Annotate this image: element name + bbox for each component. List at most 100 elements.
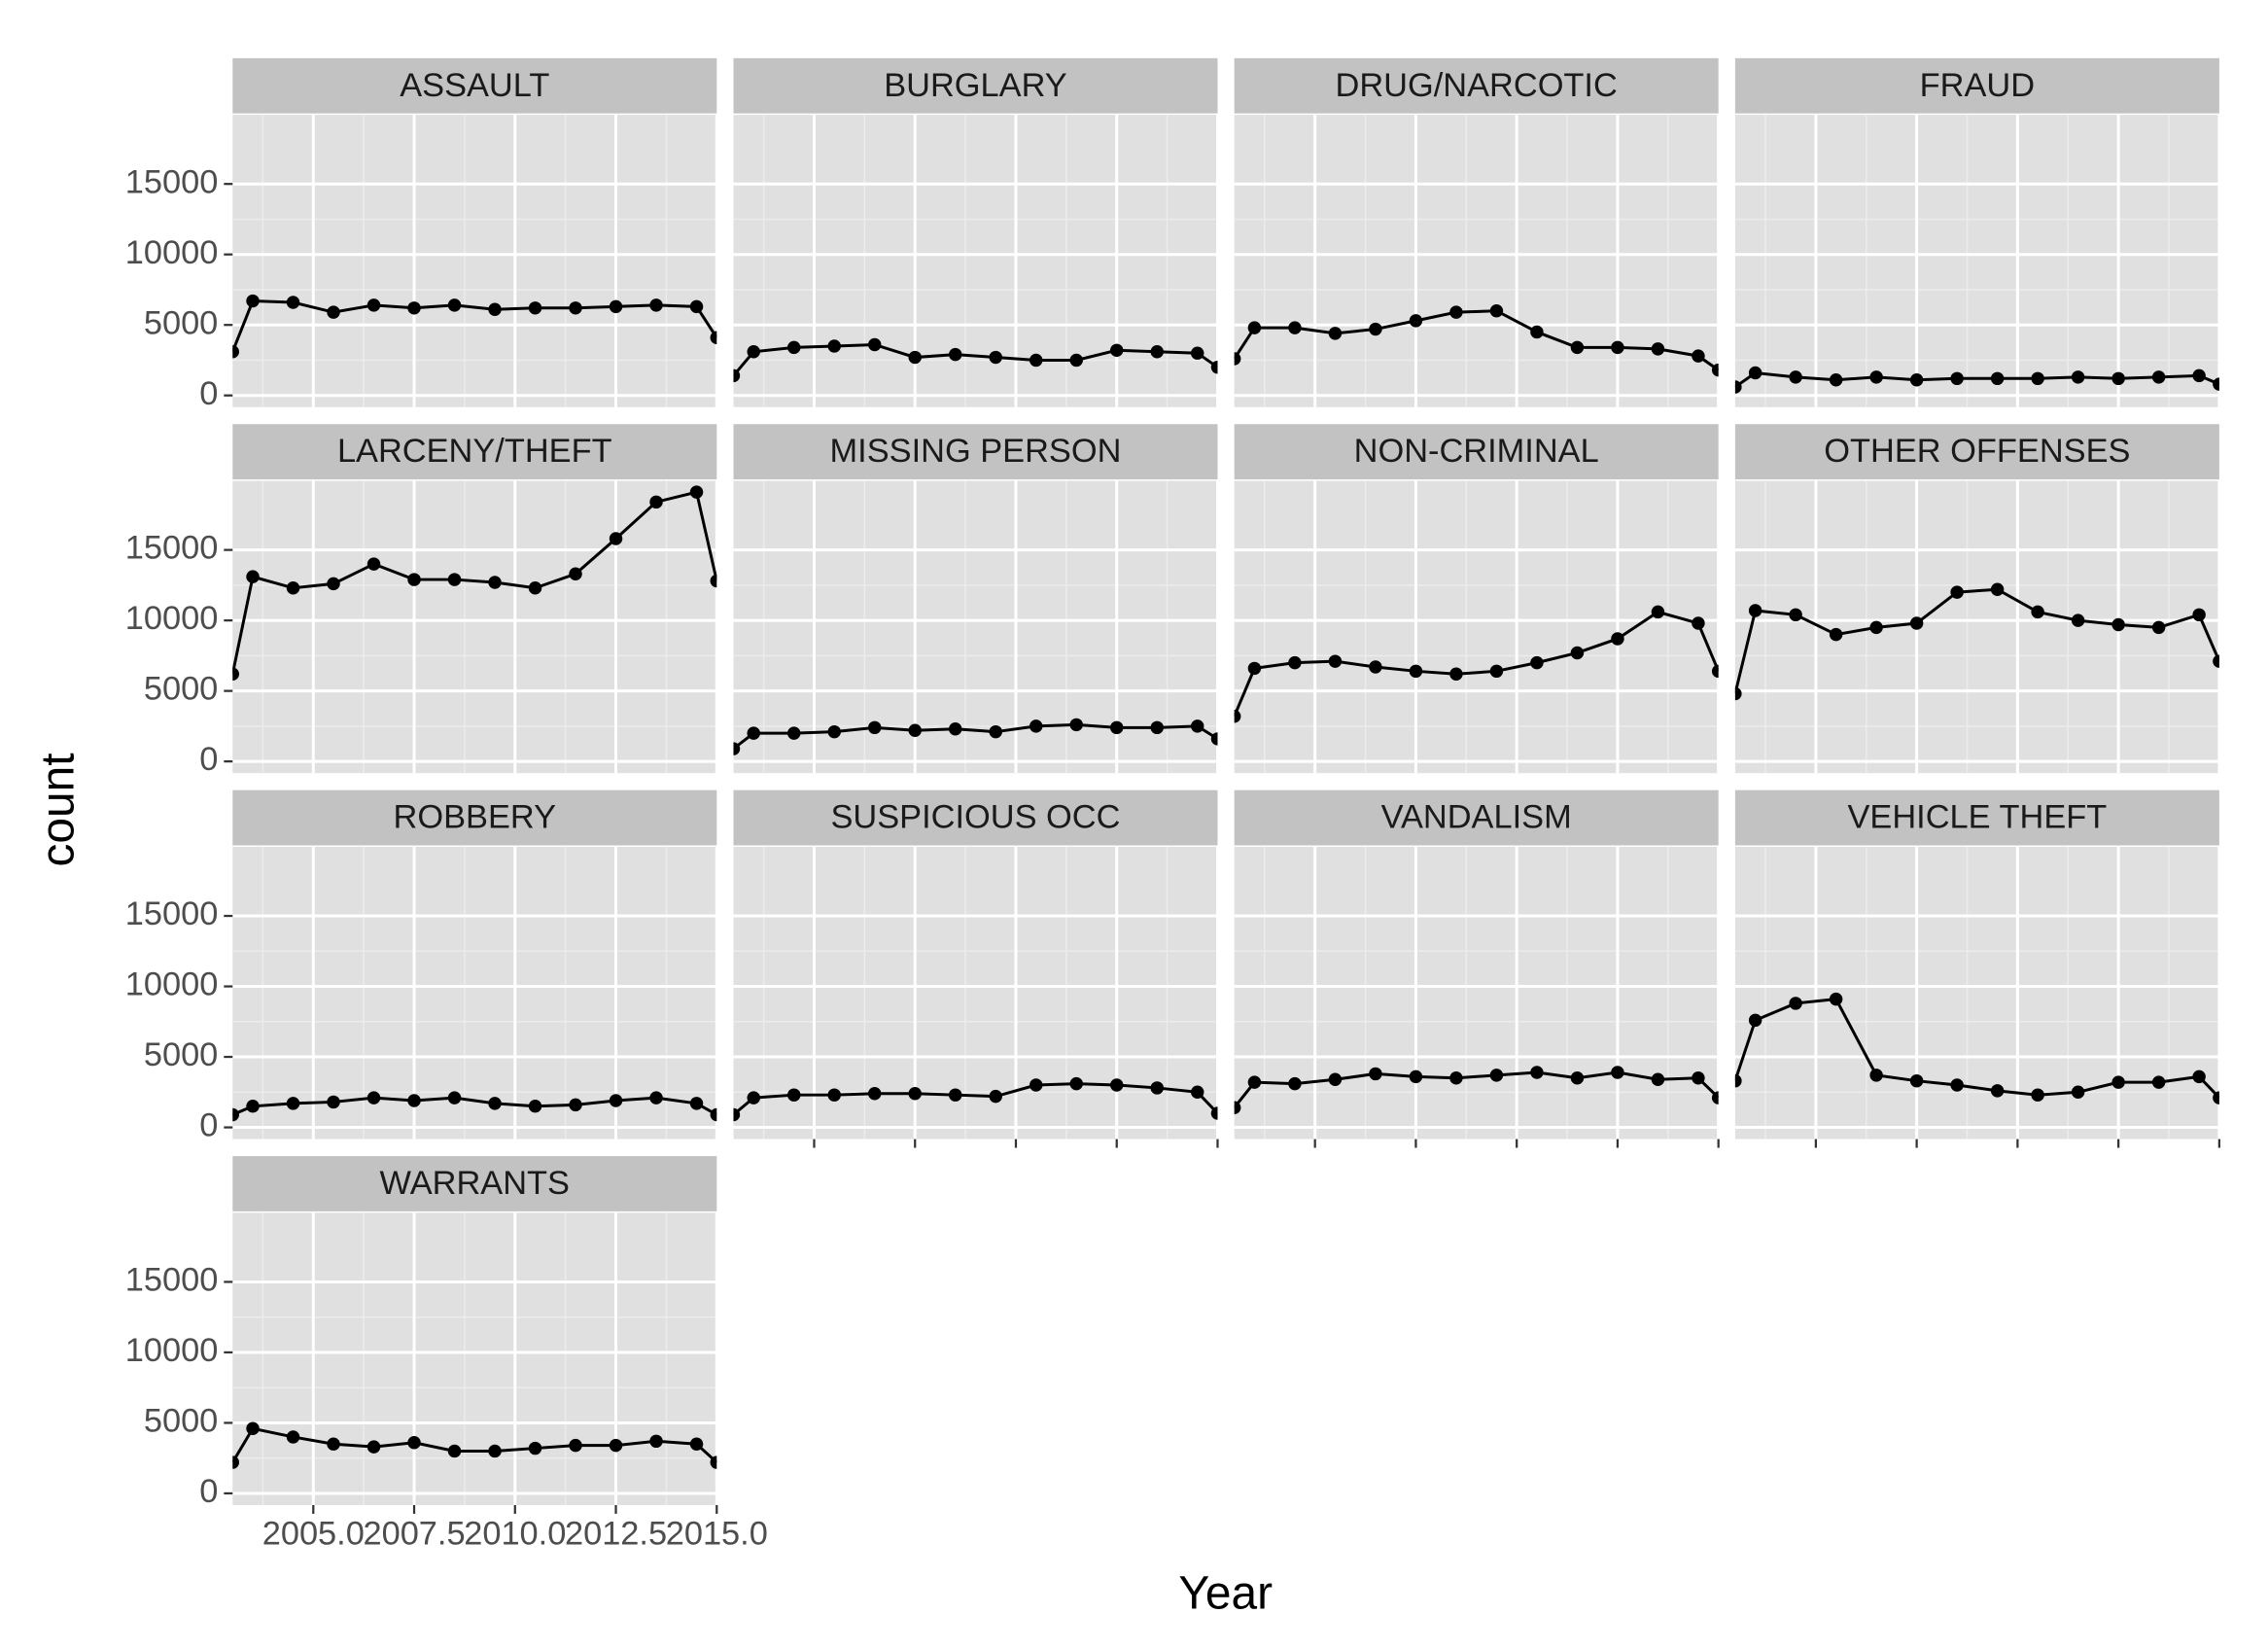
plot-area: Year count ASSAULT 0 5000 10000 15000 BURGLAR… [32, 57, 2221, 1620]
point [1692, 349, 1705, 363]
x-tick-label: 2007.5 [363, 1515, 465, 1552]
strip [1234, 424, 1719, 480]
panel [1234, 480, 1719, 774]
facet: ROBBERY 0 5000 10000 15000 [125, 789, 718, 1144]
point [366, 1091, 381, 1105]
point [1110, 1078, 1124, 1092]
point [447, 1091, 462, 1105]
point [2031, 1088, 2044, 1102]
point [528, 581, 542, 595]
point [1409, 314, 1423, 328]
point [447, 298, 462, 312]
point [649, 298, 663, 312]
point [1909, 616, 1924, 630]
point [787, 340, 801, 355]
point [1328, 327, 1343, 340]
facet: OTHER OFFENSES [1734, 424, 2221, 774]
point [2213, 1091, 2219, 1105]
point [609, 1094, 623, 1107]
point [733, 1107, 741, 1122]
point [286, 581, 300, 595]
line [733, 1082, 1218, 1116]
point [1611, 632, 1624, 646]
strip [733, 424, 1218, 480]
point [1234, 709, 1241, 723]
point [1651, 342, 1665, 356]
point [407, 301, 421, 315]
point [1748, 604, 1762, 617]
point [1990, 371, 2005, 386]
point [1210, 732, 1218, 746]
point [1110, 343, 1124, 358]
facet: NON-CRIMINAL [1234, 424, 1721, 774]
point [1651, 1072, 1665, 1086]
point [710, 1107, 717, 1122]
point [1748, 366, 1762, 380]
facet: BURGLARY [733, 57, 1219, 407]
point [1150, 720, 1164, 735]
point [1369, 322, 1382, 336]
point [1869, 1069, 1883, 1082]
series [1734, 992, 2219, 1105]
line [1234, 309, 1719, 371]
point [2071, 614, 2085, 627]
point [488, 1444, 502, 1458]
point [1029, 1078, 1043, 1092]
point [1869, 370, 1883, 384]
series [1234, 605, 1719, 723]
facet: LARCENY/THEFT 0 5000 10000 15000 [125, 424, 718, 778]
point [327, 305, 340, 319]
point [1990, 582, 2005, 596]
x-tick-label: 2005.0 [262, 1515, 365, 1552]
point [1489, 664, 1504, 679]
point [366, 1440, 381, 1454]
point [1611, 340, 1624, 355]
y-tick-label: 15000 [125, 530, 219, 567]
point [232, 345, 240, 359]
point [1692, 616, 1705, 630]
point [949, 1088, 962, 1102]
point [232, 1455, 240, 1469]
point [1210, 1106, 1218, 1120]
strip-label: FRAUD [1920, 67, 2035, 104]
point [868, 1087, 882, 1101]
point [1611, 1066, 1624, 1079]
point [1191, 719, 1204, 733]
point [366, 557, 381, 571]
point [2192, 1069, 2206, 1084]
point [528, 1441, 542, 1455]
point [1789, 608, 1802, 622]
point [733, 742, 741, 755]
y-tick-label: 0 [199, 741, 218, 778]
y-tick-label: 10000 [125, 600, 219, 637]
point [286, 1097, 300, 1110]
panel [1734, 115, 2219, 407]
series [1734, 366, 2219, 394]
point [1191, 1085, 1204, 1100]
y-tick-label: 5000 [144, 1036, 218, 1073]
y-tick-label: 10000 [125, 966, 219, 1003]
line [232, 1426, 717, 1464]
point [327, 1437, 340, 1451]
point [1247, 1075, 1262, 1089]
point [528, 301, 542, 315]
point [1711, 1091, 1719, 1105]
point [569, 301, 582, 315]
point [989, 350, 1002, 365]
point [447, 573, 462, 586]
point [649, 1091, 663, 1105]
point [733, 368, 741, 383]
point [689, 299, 704, 314]
point [609, 1438, 623, 1453]
point [710, 331, 717, 344]
y-tick-label: 10000 [125, 234, 219, 271]
point [246, 570, 260, 583]
point [1789, 370, 1802, 384]
strip-label: WARRANTS [380, 1165, 570, 1202]
point [327, 1095, 340, 1109]
panel [1734, 846, 2219, 1140]
point [488, 302, 502, 316]
y-tick-label: 15000 [125, 163, 219, 200]
point [1288, 321, 1302, 334]
